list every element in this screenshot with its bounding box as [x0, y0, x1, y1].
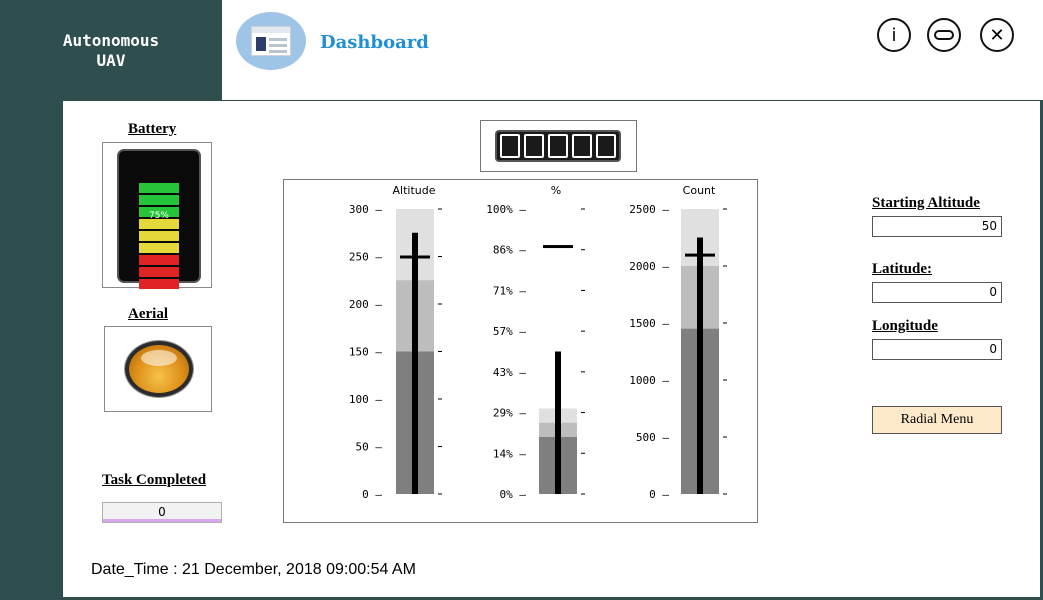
- counter-panel: [480, 120, 637, 172]
- battery-cell: [139, 243, 179, 253]
- gauge-target-marker: [543, 245, 573, 249]
- right-border: [1040, 101, 1043, 600]
- gauge-value-bar: [697, 237, 703, 494]
- radial-menu-button[interactable]: Radial Menu: [872, 406, 1002, 434]
- brand-line-2: UAV: [96, 50, 126, 70]
- close-button[interactable]: ✕: [980, 18, 1014, 52]
- gauge-tick-label: 0% —: [500, 488, 527, 501]
- longitude-label: Longitude: [872, 318, 938, 334]
- counter-digit: [524, 134, 544, 158]
- info-icon: i: [891, 24, 897, 46]
- gauge-tick-label: 250 —: [349, 251, 382, 264]
- starting-altitude-label: Starting Altitude: [872, 195, 980, 211]
- minimize-button[interactable]: [927, 18, 961, 52]
- gauge-tick-label: 71% —: [493, 284, 526, 297]
- gauge-tick-label: 0 —: [649, 488, 669, 501]
- gauge-target-marker: [685, 253, 715, 257]
- battery-cell: [139, 231, 179, 241]
- counter-digit: [596, 134, 616, 158]
- info-button[interactable]: i: [877, 18, 911, 52]
- gauge-tick-label: 1500 —: [629, 317, 669, 330]
- gauge-title: Altitude: [393, 184, 436, 197]
- task-completed-field: 0: [102, 502, 222, 523]
- battery-panel: 75%: [102, 142, 212, 289]
- battery-label: Battery: [128, 121, 177, 137]
- gauge-tick-label: 500 —: [636, 431, 669, 444]
- gauge-tick-label: 100% —: [486, 203, 526, 216]
- gauge-tick-label: 150 —: [349, 346, 382, 359]
- aerial-panel: [104, 326, 212, 412]
- date-time-status: Date_Time : 21 December, 2018 09:00:54 A…: [91, 561, 416, 578]
- left-sidebar: [0, 101, 63, 600]
- gauge-value-bar: [555, 351, 561, 494]
- battery-icon: 75%: [117, 149, 201, 289]
- task-progress-bar: [103, 519, 221, 522]
- battery-cell: [139, 267, 179, 277]
- gauge-title: %: [551, 184, 561, 197]
- minimize-icon: [934, 30, 954, 40]
- battery-level-text: 75%: [148, 211, 169, 221]
- gauge-tick-label: 2500 —: [629, 203, 669, 216]
- gauge-tick-label: 2000 —: [629, 260, 669, 273]
- app-brand: Autonomous UAV: [0, 0, 222, 101]
- gauge-tick-label: 50 —: [356, 441, 383, 454]
- gauge-chart-svg: Altitude 300 — 250 — 200 — 150 — 100 — 50 — 0 —…: [349, 184, 727, 501]
- gauge-target-marker: [400, 255, 430, 259]
- aerial-label: Aerial: [128, 306, 168, 322]
- gauge-value-bar: [412, 232, 418, 494]
- bottom-border: [0, 597, 1043, 600]
- digital-counter: [495, 130, 621, 162]
- longitude-field[interactable]: 0: [872, 339, 1002, 360]
- counter-digit: [548, 134, 568, 158]
- gauge-tick-label: 86% —: [493, 244, 526, 257]
- dashboard-window-icon: [236, 12, 306, 70]
- battery-cell: [139, 279, 179, 289]
- gauge-tick-label: 0 —: [362, 488, 382, 501]
- gauge-tick-label: 43% —: [493, 366, 526, 379]
- counter-digit: [572, 134, 592, 158]
- task-completed-value: 0: [158, 505, 166, 519]
- gauge-tick-label: 14% —: [493, 447, 526, 460]
- task-completed-label: Task Completed: [102, 472, 207, 488]
- counter-digit: [500, 134, 520, 158]
- gauge-tick-label: 300 —: [349, 203, 382, 216]
- battery-cell: [139, 255, 179, 265]
- gauge-chart: Altitude 300 — 250 — 200 — 150 — 100 — 50 — 0 —…: [283, 179, 758, 523]
- aerial-indicator-light: [125, 341, 193, 397]
- page-title: Dashboard: [320, 32, 429, 53]
- latitude-field[interactable]: 0: [872, 282, 1002, 303]
- gauge-tick-label: 1000 —: [629, 374, 669, 387]
- gauge-tick-label: 29% —: [493, 407, 526, 420]
- close-icon: ✕: [989, 24, 1005, 46]
- battery-cell: [139, 183, 179, 193]
- brand-line-1: Autonomous: [62, 30, 160, 50]
- starting-altitude-field[interactable]: 50: [872, 216, 1002, 237]
- battery-cell: [139, 195, 179, 205]
- gauge-title: Count: [683, 184, 716, 197]
- latitude-label: Latitude:: [872, 261, 932, 277]
- gauge-tick-label: 57% —: [493, 325, 526, 338]
- gauge-tick-label: 100 —: [349, 393, 382, 406]
- battery-cell: [139, 219, 179, 229]
- battery-cell: [139, 207, 179, 217]
- gauge-tick-label: 200 —: [349, 298, 382, 311]
- header-bar: Dashboard i ✕: [222, 0, 1043, 101]
